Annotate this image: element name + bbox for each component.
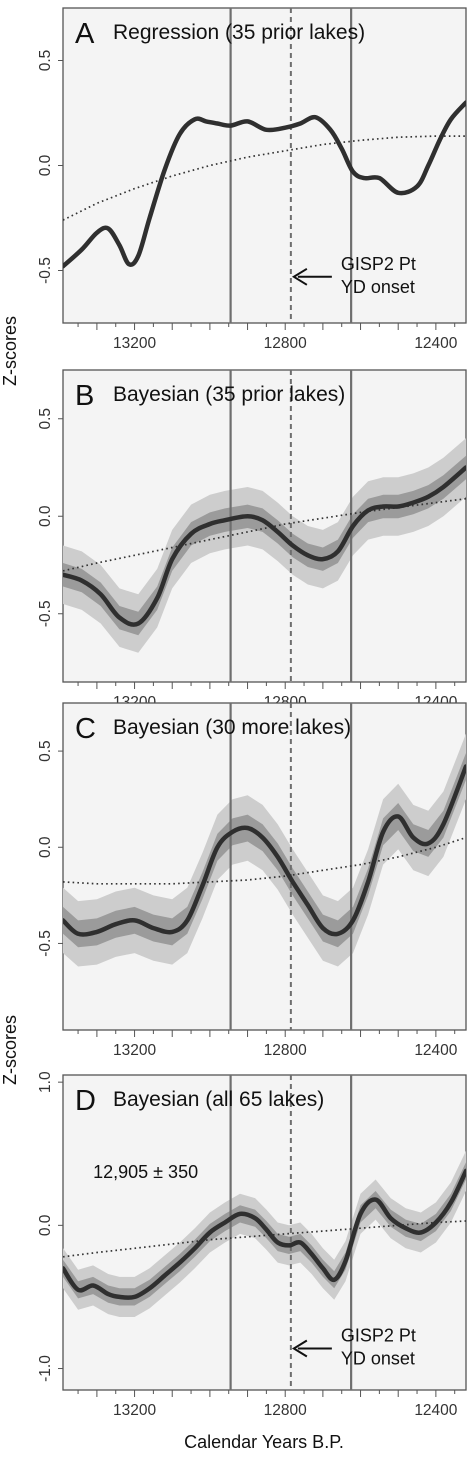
- panel-c: 13200 12800 12400 -0.5 0.0 0.5 C Bayesian (30 m…: [37, 702, 467, 1059]
- y-tick-label: -0.5: [37, 930, 54, 957]
- panel-letter: B: [75, 380, 94, 412]
- x-tick-label: 12800: [264, 1042, 307, 1059]
- x-axis-title: Calendar Years B.P.: [184, 1432, 344, 1452]
- plot-content: [63, 370, 466, 682]
- annotation-arrow-head: [291, 1339, 308, 1358]
- mean-series-line: [63, 100, 466, 269]
- x-tick-label: 12400: [414, 1402, 457, 1419]
- plot-content: [63, 8, 466, 323]
- y-tick-label: 0.5: [37, 408, 54, 430]
- panel-letter: C: [75, 713, 96, 745]
- x-tick-label: 13200: [113, 335, 156, 352]
- panel-d: 13200 12800 12400 -1.0 0.0 1.0 D Bayesian (all …: [37, 1071, 467, 1419]
- plot-area: [62, 7, 467, 324]
- panel-title: Bayesian (35 prior lakes): [113, 383, 345, 406]
- panel-a: 13200 12800 12400 -0.5 0.0 0.5 A Regression (35…: [37, 7, 467, 352]
- trend-line: [63, 497, 466, 572]
- x-tick-label: 13200: [113, 1402, 156, 1419]
- y-tick-label: -0.5: [37, 257, 54, 284]
- annotation-text-line: GISP2 Pt: [341, 1325, 416, 1345]
- panel-title: Bayesian (30 more lakes): [113, 716, 351, 739]
- x-tick-label: 12400: [414, 1042, 457, 1059]
- inner-credible-band: [63, 753, 466, 948]
- mean-series-line: [63, 1168, 466, 1300]
- x-tick-label: 12800: [264, 335, 307, 352]
- y-tick-label: -0.5: [37, 600, 54, 627]
- x-tick-label: 12800: [264, 1402, 307, 1419]
- panel-title: Bayesian (all 65 lakes): [113, 1088, 324, 1111]
- outer-credible-band: [63, 438, 466, 653]
- annotation-text-line: YD onset: [341, 1348, 415, 1368]
- inner-credible-band: [63, 1162, 466, 1306]
- annotation-text-line: GISP2 Pt: [341, 254, 416, 274]
- x-tick-label: 12400: [414, 335, 457, 352]
- panel-letter: A: [75, 18, 95, 50]
- y-tick-label: -1.0: [37, 1355, 54, 1382]
- annotation-text-line: YD onset: [341, 277, 415, 297]
- y-tick-label: 0.5: [37, 740, 54, 762]
- mean-series-line: [63, 465, 466, 627]
- y-axis-title-lower: Z-scores: [0, 1015, 20, 1085]
- inner-credible-band: [63, 455, 466, 636]
- y-axis-title-upper: Z-scores: [0, 316, 20, 386]
- panel-title: Regression (35 prior lakes): [113, 21, 365, 44]
- y-tick-label: 0.0: [37, 1214, 54, 1236]
- y-tick-label: 0.0: [37, 505, 54, 527]
- plot-content: [63, 703, 466, 1030]
- plot-content: [63, 1075, 466, 1390]
- annotation-arrow-head: [291, 267, 308, 286]
- mean-series-line: [63, 764, 466, 937]
- annotation-label: 12,905 ± 350: [93, 1162, 198, 1182]
- panel-letter: D: [75, 1085, 96, 1117]
- x-tick-label: 13200: [113, 1042, 156, 1059]
- y-tick-label: 0.0: [37, 836, 54, 858]
- y-tick-label: 0.0: [37, 154, 54, 176]
- y-tick-label: 1.0: [37, 1071, 54, 1093]
- y-tick-label: 0.5: [37, 50, 54, 72]
